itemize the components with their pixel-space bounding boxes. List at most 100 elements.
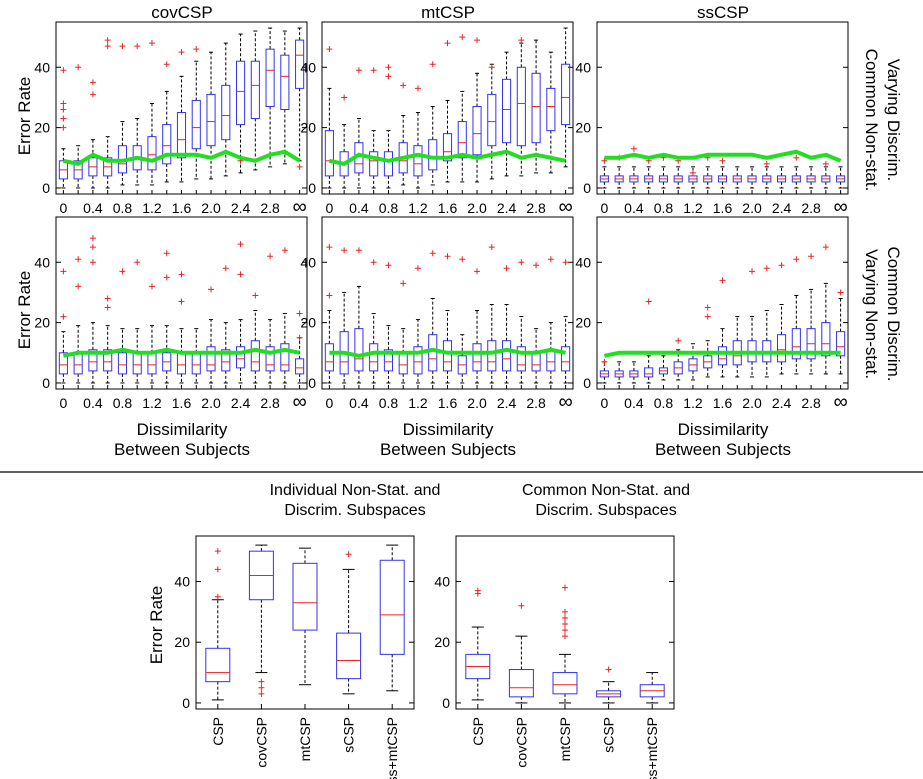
outlier-marker (237, 241, 244, 248)
outlier-marker (704, 313, 711, 320)
outlier-marker (163, 274, 170, 281)
box-1.6 (442, 99, 453, 183)
column-title-sscsp: ssCSP (697, 3, 749, 22)
outlier-marker (562, 614, 568, 621)
x-tick-label: 0.4 (349, 200, 369, 216)
box-2 (747, 166, 757, 189)
y-tick-label: 0 (308, 375, 316, 391)
box-body (821, 322, 831, 357)
box-body (472, 343, 482, 372)
box-body (324, 343, 334, 372)
y-tick-label: 20 (34, 120, 50, 136)
x-tick-label: ∞ (833, 391, 847, 413)
y-tick-label: 40 (575, 254, 591, 270)
outlier-marker (518, 602, 525, 609)
outlier-marker (459, 34, 466, 41)
x-tick-label: 1.2 (408, 395, 428, 411)
box-1.4 (162, 90, 172, 183)
x-tick-label: 2.4 (231, 200, 251, 216)
box-body (501, 78, 512, 144)
x-tick-label: 1.6 (438, 200, 458, 216)
box-1.2 (147, 102, 157, 186)
green-line (329, 347, 567, 358)
box-body (58, 352, 68, 375)
box-2.2 (221, 322, 231, 384)
outlier-marker (104, 37, 111, 44)
outlier-marker (778, 262, 785, 269)
outlier-marker (281, 247, 288, 254)
box-1.4 (703, 166, 713, 189)
outlier-marker (488, 244, 495, 251)
box-body (103, 349, 113, 372)
outlier-marker (400, 280, 407, 287)
panel-7: 0 20 40 CSP covCSP mtCSP sCSP ss+mtCSP (174, 535, 415, 779)
x-tick-label: 2.4 (772, 395, 792, 411)
box-2.8 (806, 288, 816, 375)
outlier-marker (60, 268, 67, 275)
bottom-right-title-line-1: Common Non-Stat. and Discrim. Subspaces (522, 482, 690, 519)
box-0.4 (354, 118, 364, 189)
outlier-marker (562, 621, 568, 628)
box-body (88, 349, 98, 372)
box-2.8 (806, 166, 816, 189)
outlier-marker (414, 85, 421, 92)
outlier-marker (444, 253, 451, 260)
box-3 (821, 166, 831, 189)
outlier-marker (258, 690, 265, 697)
y-tick-label: 20 (575, 120, 591, 136)
x-tick-label: 1.2 (142, 200, 162, 216)
outlier-marker (214, 548, 221, 555)
box-body (250, 60, 260, 120)
box-body (717, 346, 728, 366)
box-2.8 (531, 328, 541, 384)
panel-6: 0 20 40 0 0.4 0.8 1.2 1.6 2.0 2.4 2.8 ∞ (575, 216, 849, 413)
box-2.8 (265, 319, 275, 384)
box-0 (58, 148, 68, 189)
outlier-marker (429, 250, 436, 257)
outlier-marker (89, 244, 96, 251)
row-label-2-line-2: Common Discrim. (884, 246, 903, 381)
box-body (516, 346, 526, 372)
x-tick-label-sCSP: sCSP (341, 717, 357, 753)
box-body (162, 124, 172, 165)
x-tick-label-CSP: CSP (210, 717, 226, 746)
box-body (442, 133, 453, 162)
x-tick-label: 0.4 (83, 200, 103, 216)
box-2 (206, 319, 216, 384)
outlier-marker (267, 253, 274, 260)
box-body (457, 121, 467, 159)
outlier-marker (178, 49, 185, 56)
box-1.6 (442, 310, 453, 384)
box-body (191, 99, 201, 150)
outlier-marker (503, 265, 510, 272)
outlier-marker (837, 289, 844, 296)
outlier-marker (252, 292, 259, 299)
panel-5: 0 20 40 0 0.4 0.8 1.2 1.6 2.0 2.4 2.8 ∞ (300, 216, 574, 413)
box-body (791, 328, 801, 360)
x-tick-label: 2.8 (801, 395, 821, 411)
box-body (442, 340, 453, 372)
box-0.4 (629, 361, 639, 384)
x-tick-label: 2.4 (231, 395, 251, 411)
box-0 (58, 331, 68, 384)
box-body (336, 632, 362, 680)
box-0.6 (644, 166, 654, 189)
y-tick-label: 20 (300, 315, 316, 331)
outlier-marker (193, 46, 200, 53)
box-1 (673, 349, 683, 381)
outlier-marker (719, 157, 726, 164)
outlier-marker (75, 256, 82, 263)
y-tick-label: 40 (434, 574, 450, 590)
outlier-marker (89, 79, 96, 86)
outlier-marker (134, 43, 141, 50)
column-title-covcsp: covCSP (151, 3, 212, 22)
x-tick-label: 2.4 (772, 200, 792, 216)
box-∞ (561, 316, 571, 384)
box-body (516, 66, 526, 147)
x-tick-label: 0.8 (379, 395, 399, 411)
box-body (561, 63, 571, 126)
x-tick-label: 2.8 (526, 395, 546, 411)
x-tick-label: 2.8 (260, 200, 280, 216)
